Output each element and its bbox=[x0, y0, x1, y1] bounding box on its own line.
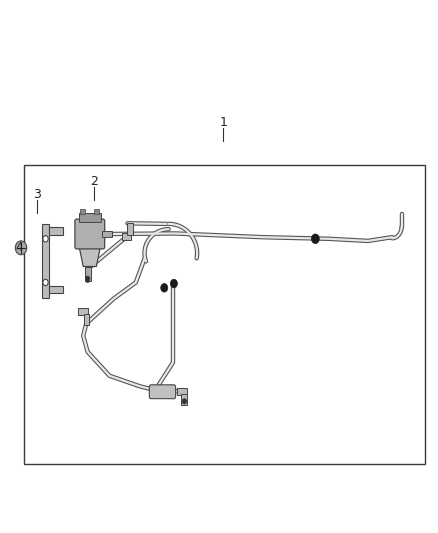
Circle shape bbox=[15, 241, 27, 255]
Bar bbox=[24, 165, 425, 464]
Bar bbox=[102, 231, 112, 237]
Text: 2: 2 bbox=[90, 175, 98, 188]
Bar bbox=[127, 223, 133, 235]
Circle shape bbox=[43, 279, 48, 286]
Circle shape bbox=[311, 234, 319, 244]
Bar bbox=[122, 233, 131, 240]
Bar bbox=[84, 314, 89, 325]
Circle shape bbox=[182, 399, 187, 404]
Bar bbox=[42, 224, 49, 298]
Bar bbox=[49, 227, 63, 235]
Bar bbox=[181, 394, 187, 405]
Text: 4: 4 bbox=[16, 241, 24, 254]
Circle shape bbox=[161, 284, 168, 292]
Circle shape bbox=[85, 276, 90, 281]
Text: 3: 3 bbox=[33, 188, 41, 201]
Polygon shape bbox=[79, 245, 101, 266]
Bar bbox=[85, 267, 91, 281]
Bar bbox=[49, 286, 63, 293]
Bar bbox=[80, 209, 85, 214]
FancyBboxPatch shape bbox=[75, 219, 105, 249]
Circle shape bbox=[170, 279, 177, 288]
Bar bbox=[79, 213, 101, 222]
Bar bbox=[177, 388, 187, 395]
Circle shape bbox=[43, 236, 48, 242]
FancyBboxPatch shape bbox=[149, 385, 176, 399]
Bar bbox=[94, 209, 99, 214]
Bar bbox=[78, 308, 88, 315]
Text: 1: 1 bbox=[219, 116, 227, 129]
